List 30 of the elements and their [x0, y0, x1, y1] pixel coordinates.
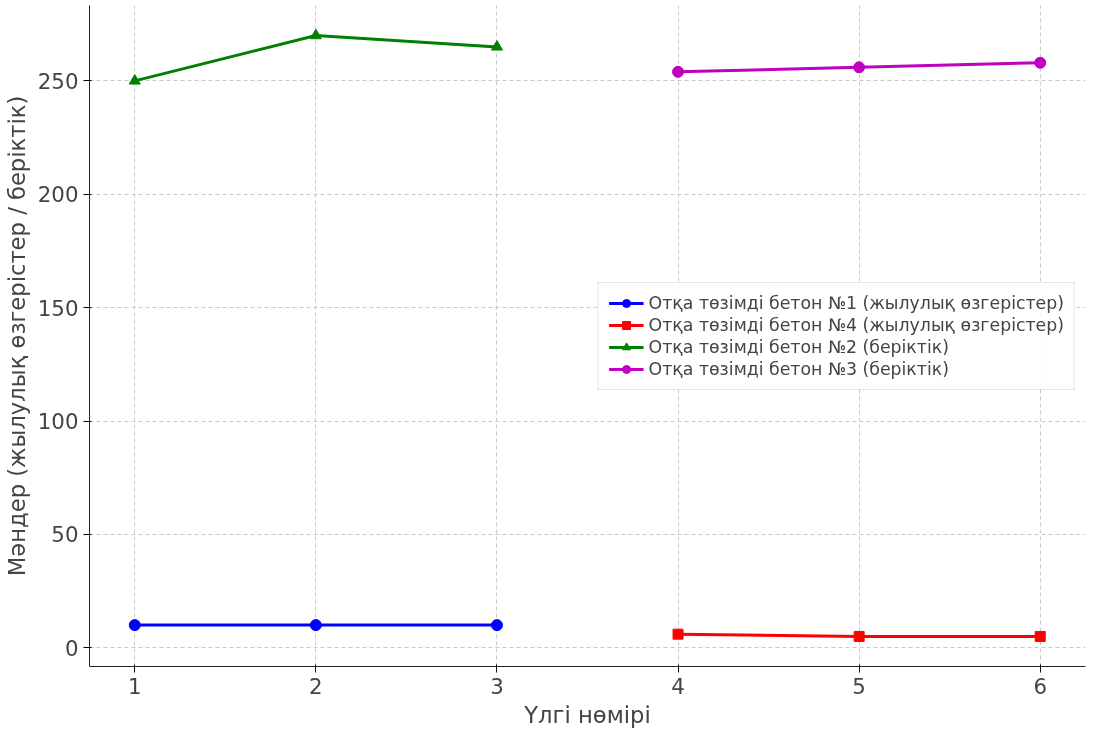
x-tick-label: 3: [490, 673, 504, 699]
point: [490, 40, 503, 51]
y-tick-label: 150: [37, 295, 79, 321]
x-axis-title: Үлгі нөмірі: [523, 701, 651, 728]
x-tick-label: 4: [671, 673, 685, 699]
y-tick-label: 100: [37, 409, 79, 435]
point: [672, 65, 685, 78]
point: [490, 619, 503, 632]
point: [128, 74, 141, 85]
x-tick-label: 6: [1033, 673, 1048, 699]
legend-label: Отқа төзімді бетон №1 (жылулық өзгерістер): [648, 292, 1064, 313]
x-tick-label: 1: [127, 673, 142, 699]
point: [1034, 630, 1046, 642]
point: [672, 628, 684, 640]
y-tick-label: 200: [37, 182, 79, 208]
point: [853, 630, 865, 642]
y-axis-title: Мәндер (жылулық өзгерістер / беріктік): [3, 95, 30, 577]
legend-label: Отқа төзімді бетон №3 (беріктік): [648, 358, 949, 379]
x-tick-label: 2: [309, 673, 323, 699]
x-tick-label: 5: [852, 673, 866, 699]
point: [128, 619, 141, 632]
point: [309, 619, 322, 632]
point: [1034, 56, 1047, 69]
y-tick-label: 250: [37, 68, 79, 94]
point: [309, 28, 322, 40]
point: [853, 61, 866, 74]
y-tick-label: 50: [51, 522, 79, 548]
legend-label: Отқа төзімді бетон №4 (жылулық өзгерістер): [648, 314, 1064, 335]
legend-label: Отқа төзімді бетон №2 (беріктік): [648, 336, 949, 357]
y-tick-label: 0: [64, 635, 79, 661]
